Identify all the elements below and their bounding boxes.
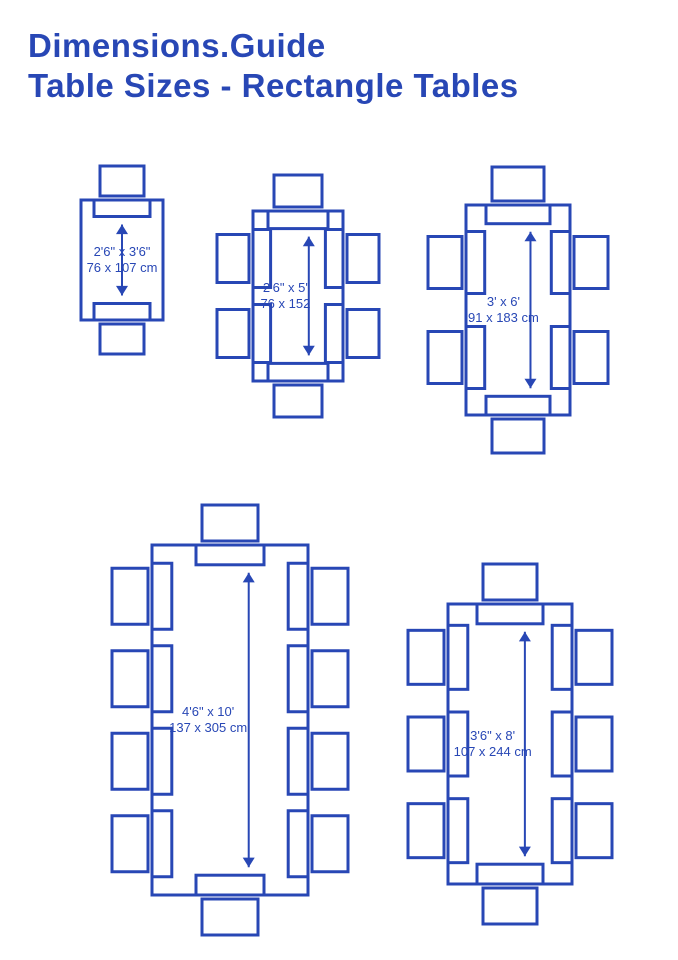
- dim-metric: 107 x 244 cm: [454, 744, 532, 759]
- chair: [217, 310, 249, 358]
- chair: [312, 651, 348, 707]
- chair: [202, 899, 258, 935]
- chair: [347, 235, 379, 283]
- placemat: [448, 625, 468, 689]
- placemat: [466, 232, 485, 294]
- diagram-canvas: 2'6" x 3'6"76 x 107 cm 2'6" x 5'76 x 152 3…: [0, 0, 678, 960]
- chair: [100, 324, 144, 354]
- placemat: [486, 396, 550, 415]
- dim-imperial: 3' x 6': [487, 294, 520, 309]
- placemat: [152, 728, 172, 794]
- placemat: [196, 545, 264, 565]
- placemat: [268, 363, 328, 381]
- placemat: [94, 304, 150, 321]
- dim-metric: 91 x 183 cm: [468, 310, 539, 325]
- placemat: [268, 211, 328, 229]
- placemat: [152, 811, 172, 877]
- chair: [202, 505, 258, 541]
- dim-metric: 76 x 107 cm: [87, 260, 158, 275]
- placemat: [477, 604, 543, 624]
- chair: [576, 804, 612, 858]
- placemat: [552, 799, 572, 863]
- chair: [574, 237, 608, 289]
- placemat: [448, 799, 468, 863]
- chair: [112, 568, 148, 624]
- dim-metric: 76 x 152: [260, 296, 310, 311]
- dim-imperial: 2'6" x 5': [263, 280, 308, 295]
- chair: [112, 651, 148, 707]
- placemat: [551, 327, 570, 389]
- chair: [576, 717, 612, 771]
- chair: [274, 385, 322, 417]
- chair: [492, 419, 544, 453]
- chair: [574, 332, 608, 384]
- placemat: [477, 864, 543, 884]
- chair: [428, 332, 462, 384]
- chair: [217, 235, 249, 283]
- chair: [312, 733, 348, 789]
- placemat: [152, 646, 172, 712]
- dim-imperial: 4'6" x 10': [182, 704, 234, 719]
- placemat: [288, 728, 308, 794]
- dim-metric: 137 x 305 cm: [169, 720, 247, 735]
- placemat: [551, 232, 570, 294]
- chair: [312, 816, 348, 872]
- placemat: [253, 230, 271, 288]
- placemat: [325, 230, 343, 288]
- placemat: [552, 712, 572, 776]
- dim-imperial: 2'6" x 3'6": [94, 244, 151, 259]
- chair: [347, 310, 379, 358]
- placemat: [325, 305, 343, 363]
- placemat: [196, 875, 264, 895]
- placemat: [288, 563, 308, 629]
- placemat: [94, 200, 150, 217]
- dim-imperial: 3'6" x 8': [470, 728, 515, 743]
- chair: [492, 167, 544, 201]
- chair: [112, 733, 148, 789]
- placemat: [552, 625, 572, 689]
- chair: [483, 888, 537, 924]
- placemat: [466, 327, 485, 389]
- chair: [408, 630, 444, 684]
- chair: [483, 564, 537, 600]
- chair: [112, 816, 148, 872]
- chair: [408, 804, 444, 858]
- chair: [274, 175, 322, 207]
- placemat: [152, 563, 172, 629]
- chair: [428, 237, 462, 289]
- chair: [408, 717, 444, 771]
- chair: [100, 166, 144, 196]
- placemat: [253, 305, 271, 363]
- placemat: [288, 646, 308, 712]
- chair: [312, 568, 348, 624]
- placemat: [486, 205, 550, 224]
- chair: [576, 630, 612, 684]
- placemat: [288, 811, 308, 877]
